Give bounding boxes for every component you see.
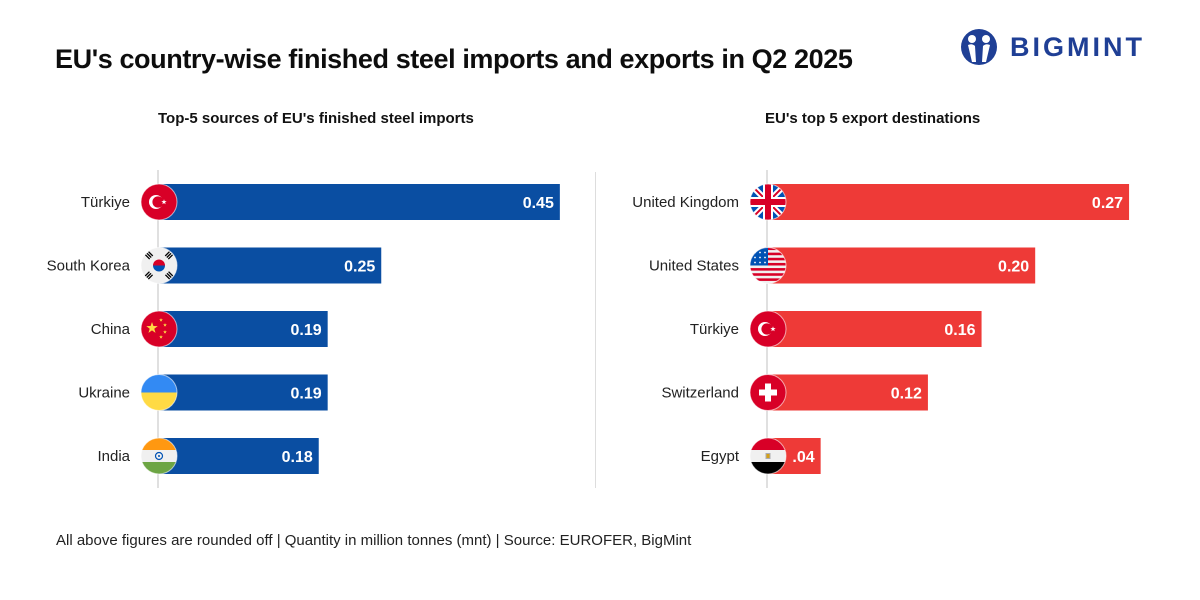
bar-row: China 0.19 [91,310,328,348]
footer-note: All above figures are rounded off | Quan… [56,532,692,549]
value-label: 0.18 [282,449,313,466]
exports-chart: United Kingdom 0.27 United States 0.20 Türki… [632,170,1130,488]
bar-row: Egypt .04 [701,437,821,475]
south-korea-flag-icon [140,247,178,284]
value-label: 0.19 [291,322,322,339]
bar-row: United States 0.20 [649,247,1036,284]
bar [767,311,982,347]
chart-title: EU's country-wise finished steel imports… [55,44,853,74]
bar [158,184,560,220]
bigmint-logo-text: BIGMINT [1010,31,1145,62]
bar [158,311,328,347]
category-label: China [91,321,131,338]
category-label: Türkiye [81,194,130,211]
switzerland-flag-icon [749,374,787,411]
india-flag-icon [140,437,178,475]
value-label: 0.25 [344,259,375,276]
value-label: 0.16 [944,322,975,339]
us-flag-icon [749,247,787,284]
bar [767,374,928,411]
bigmint-logo: BIGMINT [960,28,1145,66]
value-label: 0.27 [1092,195,1123,212]
value-label: .04 [792,449,814,466]
category-label: United Kingdom [632,194,739,211]
imports-subtitle: Top-5 sources of EU's finished steel imp… [158,110,474,127]
bar [158,247,382,284]
category-label: Switzerland [661,385,739,402]
bar [767,247,1036,284]
uk-flag-icon [749,183,787,221]
bar-row: South Korea 0.25 [47,247,382,284]
value-label: 0.45 [523,195,554,212]
china-flag-icon [140,310,178,348]
turkey-flag-icon [140,183,178,221]
bar-row: United Kingdom 0.27 [632,183,1130,221]
panel-divider [595,172,596,488]
bar-row: Ukraine 0.19 [78,374,328,411]
category-label: India [97,448,130,465]
egypt-flag-icon [749,437,787,475]
category-label: United States [649,258,739,275]
bar [158,438,319,474]
value-label: 0.12 [891,386,922,403]
bar-row: Türkiye 0.45 [81,183,560,221]
bar-row: India 0.18 [97,437,319,475]
category-label: Egypt [701,448,740,465]
turkey-flag-icon [749,310,787,348]
category-label: Ukraine [78,385,130,402]
value-label: 0.20 [998,259,1029,276]
ukraine-flag-icon [140,374,178,411]
bar-row: Türkiye 0.16 [690,310,982,348]
category-label: Türkiye [690,321,739,338]
bigmint-logo-icon [961,29,997,65]
value-label: 0.19 [291,386,322,403]
bar [158,374,328,411]
bar [767,184,1130,220]
category-label: South Korea [47,258,131,275]
exports-subtitle: EU's top 5 export destinations [765,110,981,127]
bar-row: Switzerland 0.12 [661,374,928,411]
